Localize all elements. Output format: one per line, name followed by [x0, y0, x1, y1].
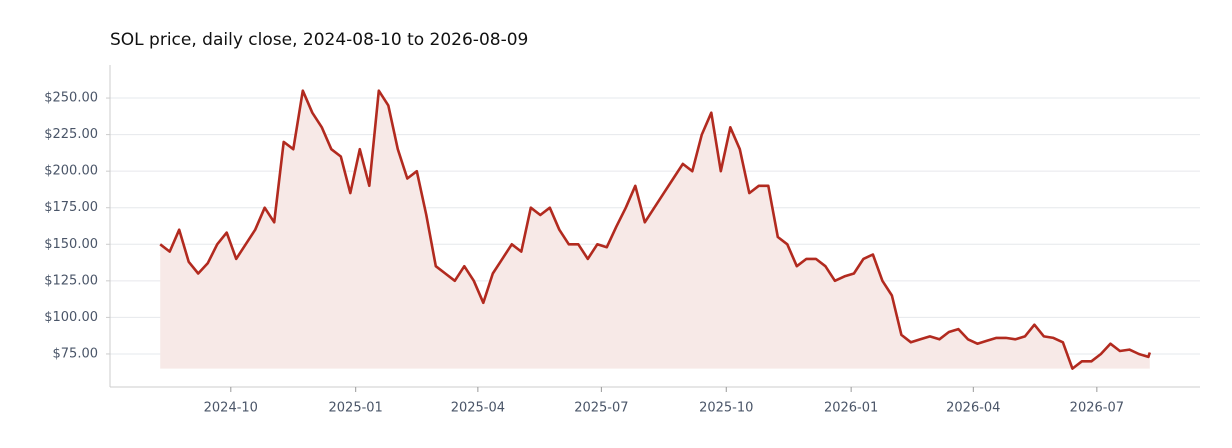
y-tick-label: $150.00 — [44, 237, 98, 252]
price-line — [159, 89, 1152, 370]
x-tick-label: 2025-10 — [699, 401, 753, 416]
y-tick-label: $100.00 — [44, 310, 98, 325]
y-tick-label: $175.00 — [44, 200, 98, 215]
y-tick-label: $200.00 — [44, 164, 98, 179]
x-tick-label: 2026-01 — [824, 401, 878, 416]
x-tick-label: 2024-10 — [204, 401, 258, 416]
area-fill — [160, 90, 1150, 369]
x-tick-label: 2026-04 — [946, 401, 1000, 416]
y-tick-label: $125.00 — [44, 273, 98, 288]
x-tick-label: 2025-07 — [574, 401, 628, 416]
y-tick-label: $250.00 — [44, 91, 98, 106]
x-tick-label: 2026-07 — [1070, 401, 1124, 416]
y-tick-label: $75.00 — [53, 346, 99, 361]
x-tick-label: 2025-01 — [329, 401, 383, 416]
y-tick-label: $225.00 — [44, 127, 98, 142]
chart-title: SOL price, daily close, 2024-08-10 to 20… — [110, 30, 528, 50]
x-tick-label: 2025-04 — [451, 401, 505, 416]
